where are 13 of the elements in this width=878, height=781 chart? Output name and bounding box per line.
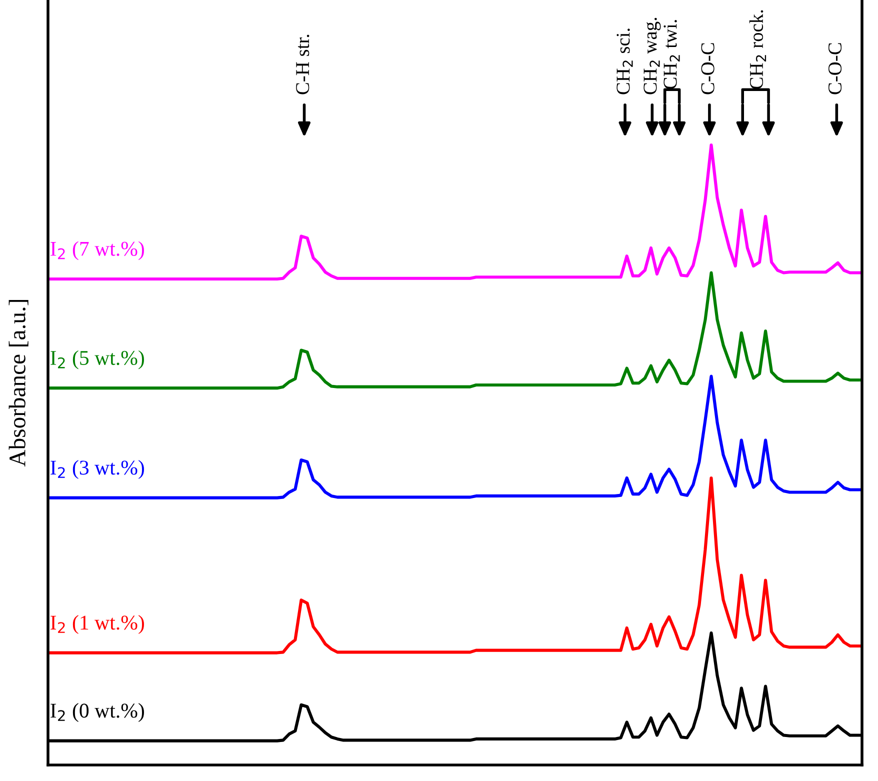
text: C-O-C (828, 43, 842, 94)
text: CH$_{2}$ rock. (749, 10, 766, 89)
text: CH$_{2}$ twi. (664, 20, 680, 89)
text: CH$_{2}$ sci. (616, 28, 633, 94)
text: CH$_{2}$ wag. (644, 18, 661, 94)
series-label: I$_{2}$ (1 wt.%) (50, 615, 144, 634)
text: C-O-C (701, 43, 714, 94)
series-label: I$_{2}$ (7 wt.%) (50, 241, 144, 260)
series-label: I$_{2}$ (0 wt.%) (50, 703, 144, 722)
series-label: I$_{2}$ (5 wt.%) (50, 350, 144, 370)
series-label: I$_{2}$ (3 wt.%) (50, 460, 144, 479)
text: C-H str. (296, 34, 310, 94)
y-axis-title: Absorbance [a.u.] (8, 300, 28, 467)
